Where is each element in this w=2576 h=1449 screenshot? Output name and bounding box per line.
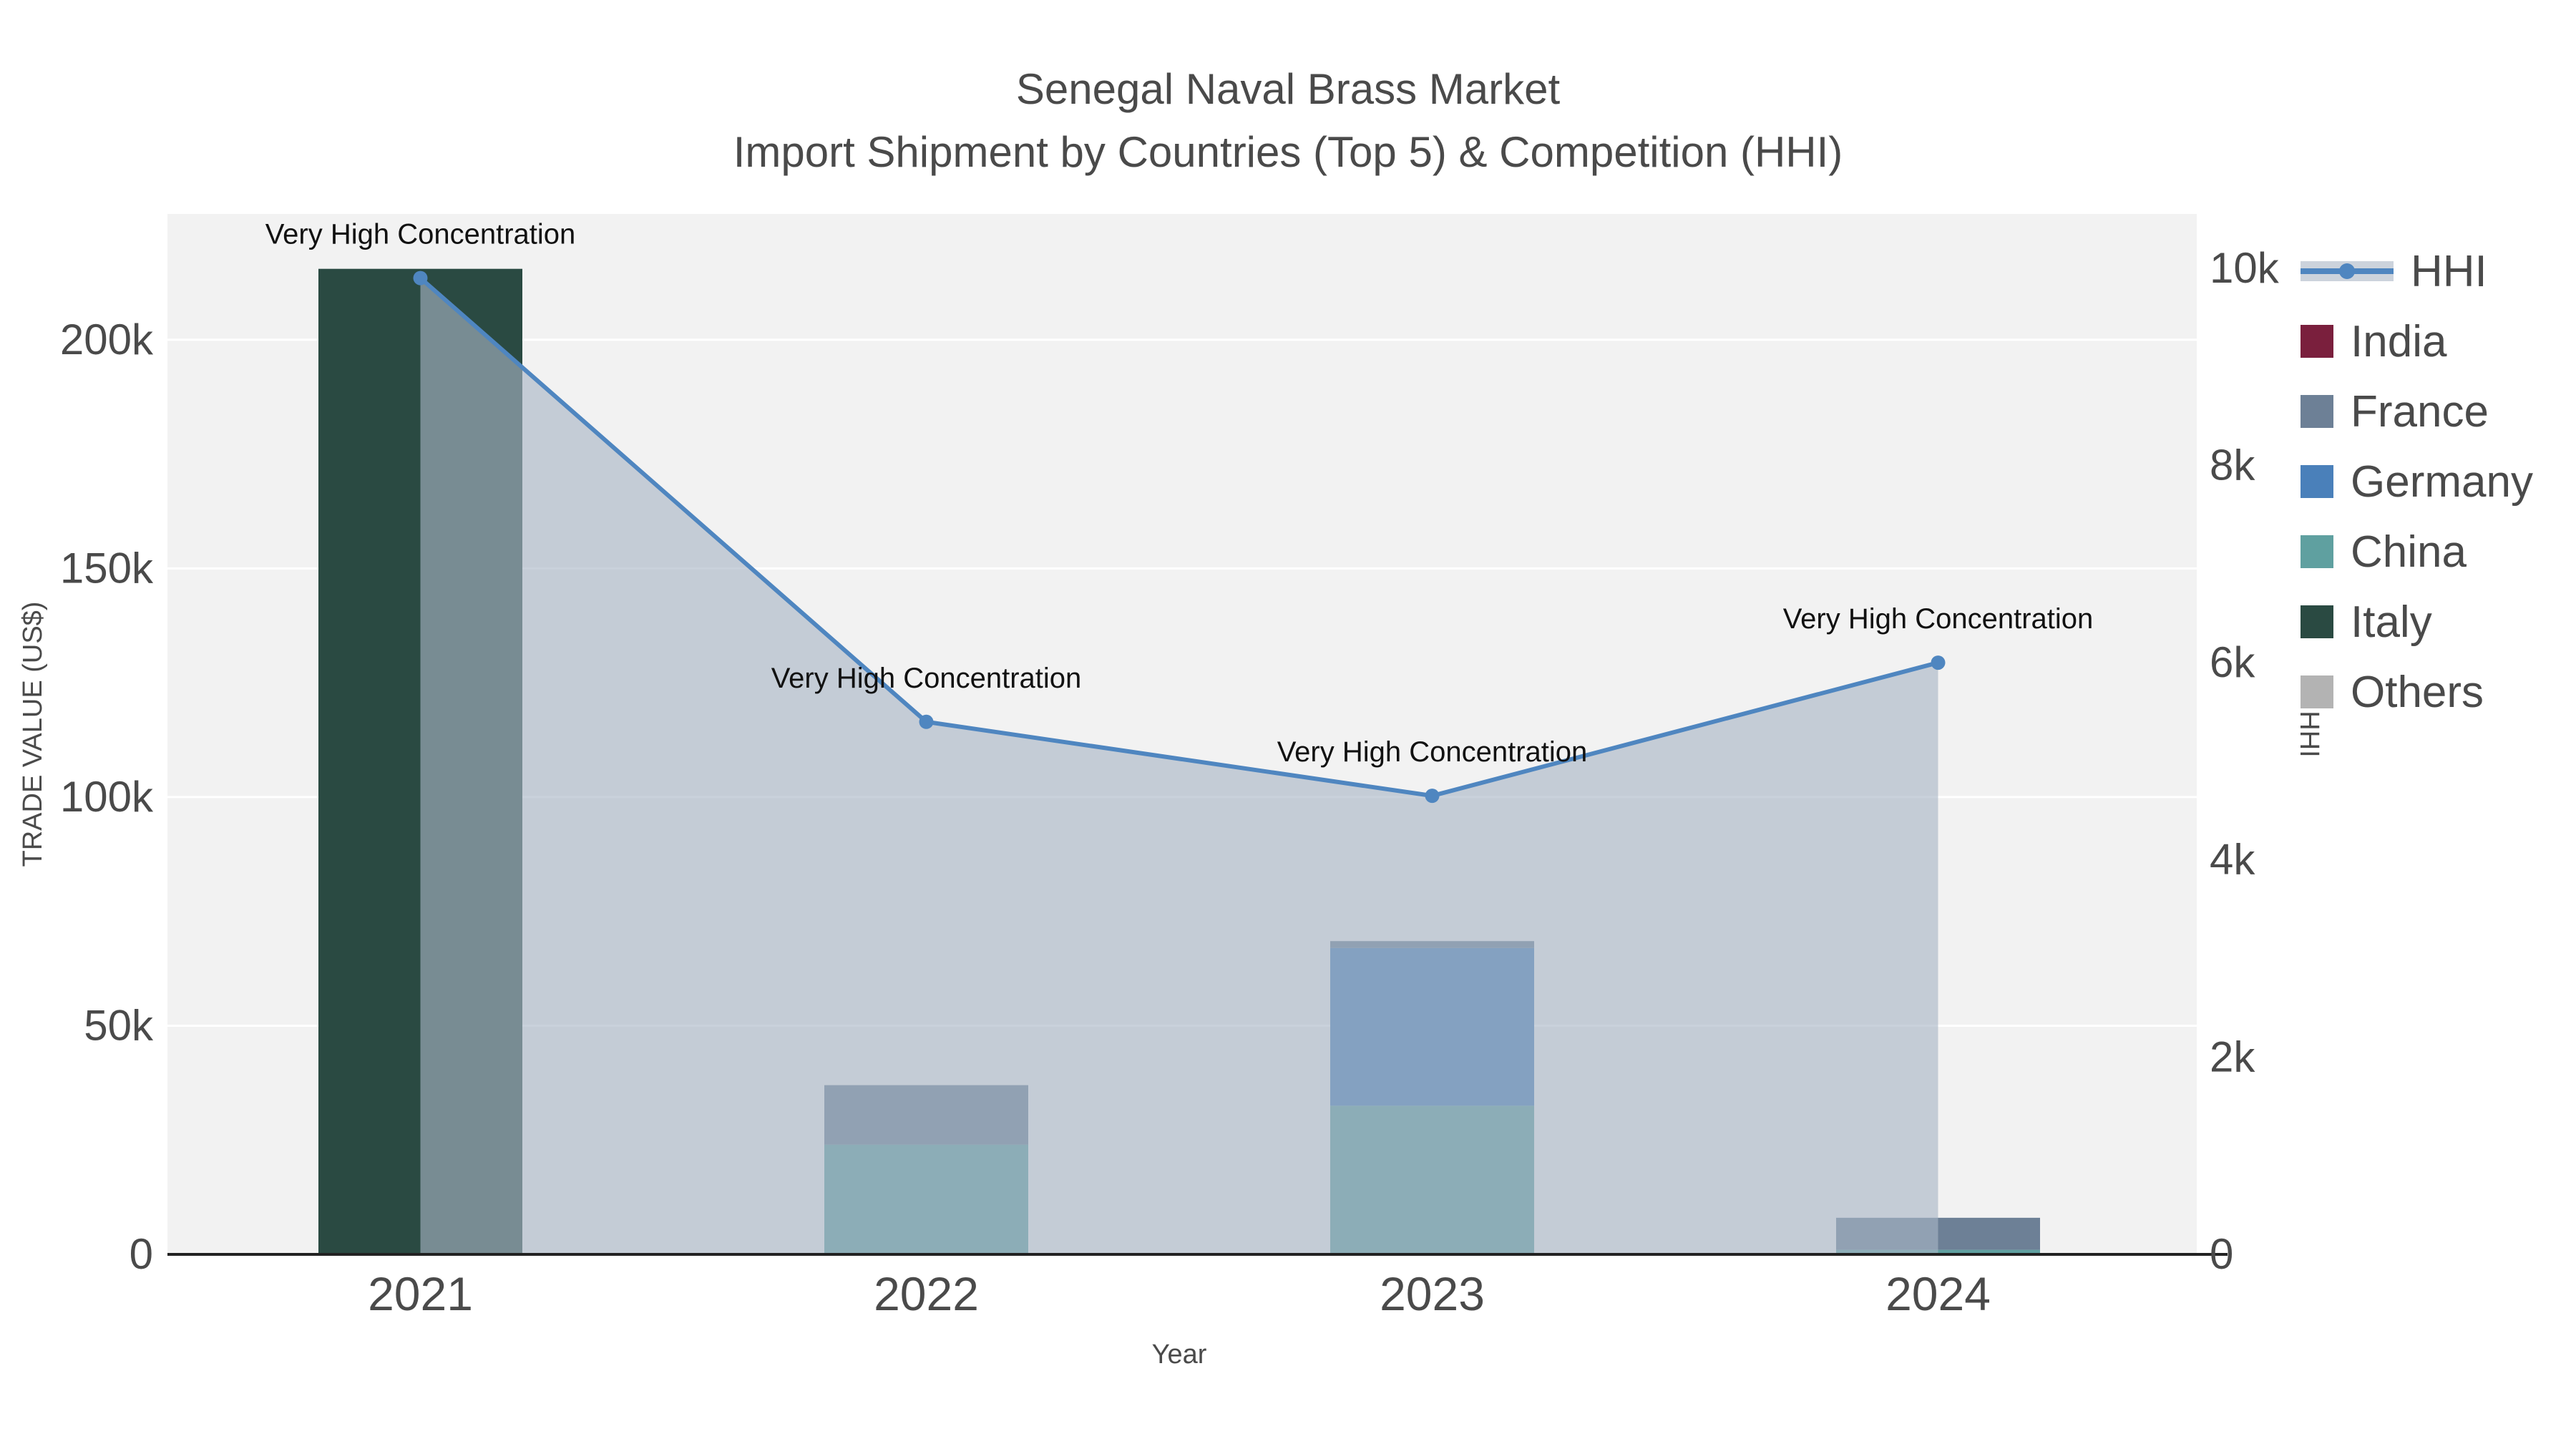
legend-item-india[interactable]: India (2301, 306, 2533, 376)
legend-label: Others (2351, 667, 2484, 717)
left-tick-200k: 200k (60, 316, 154, 364)
right-tick-4k: 4k (2210, 836, 2255, 884)
legend-label: HHI (2411, 246, 2487, 296)
legend: HHI India France Germany China Italy Others (2301, 236, 2533, 727)
right-axis-title: HHI (2294, 711, 2324, 757)
hhi-point-2024[interactable] (1931, 655, 1946, 670)
x-tick-2021: 2021 (368, 1267, 473, 1320)
chart-subtitle: Import Shipment by Countries (Top 5) & C… (733, 128, 1843, 176)
x-tick-2023: 2023 (1380, 1267, 1485, 1320)
hhi-point-2022[interactable] (919, 714, 934, 729)
left-tick-150k: 150k (60, 544, 154, 592)
x-axis-title: Year (1152, 1340, 1207, 1370)
legend-item-france[interactable]: France (2301, 376, 2533, 447)
hhi-area (420, 278, 1938, 1254)
right-tick-10k: 10k (2210, 244, 2280, 292)
y-axis-title: TRADE VALUE (US$) (18, 602, 48, 867)
left-tick-100k: 100k (60, 773, 154, 821)
annotation-2024: Very High Concentration (1783, 603, 2094, 635)
legend-label: China (2351, 527, 2467, 577)
legend-label: Italy (2351, 597, 2432, 647)
legend-swatch-india (2301, 325, 2333, 358)
x-tick-2024: 2024 (1885, 1267, 1991, 1320)
right-tick-2k: 2k (2210, 1033, 2255, 1080)
legend-item-hhi[interactable]: HHI (2301, 236, 2533, 306)
legend-item-china[interactable]: China (2301, 517, 2533, 587)
right-tick-6k: 6k (2210, 638, 2255, 686)
legend-swatch-germany (2301, 465, 2333, 498)
hhi-line[interactable] (419, 276, 1939, 799)
legend-swatch-italy (2301, 605, 2333, 638)
legend-swatch-others (2301, 675, 2333, 708)
legend-item-italy[interactable]: Italy (2301, 587, 2533, 657)
legend-label: India (2351, 316, 2447, 366)
annotation-2023: Very High Concentration (1277, 736, 1588, 768)
hhi-point-2023[interactable] (1425, 789, 1440, 804)
left-tick-50k: 50k (84, 1001, 154, 1049)
hhi-line-icon (2301, 261, 2394, 281)
legend-swatch-france (2301, 395, 2333, 428)
right-tick-0: 0 (2210, 1230, 2233, 1278)
legend-label: Germany (2351, 457, 2533, 507)
legend-item-germany[interactable]: Germany (2301, 447, 2533, 517)
annotation-2021: Very High Concentration (265, 219, 576, 250)
hhi-point-2021[interactable] (413, 270, 428, 286)
legend-label: France (2351, 386, 2489, 436)
left-tick-0: 0 (130, 1230, 153, 1278)
right-tick-8k: 8k (2210, 441, 2255, 489)
annotation-2022: Very High Concentration (771, 663, 1082, 694)
legend-swatch-china (2301, 535, 2333, 568)
x-tick-2022: 2022 (874, 1267, 979, 1320)
legend-item-others[interactable]: Others (2301, 657, 2533, 727)
chart-title: Senegal Naval Brass Market (1015, 65, 1561, 113)
